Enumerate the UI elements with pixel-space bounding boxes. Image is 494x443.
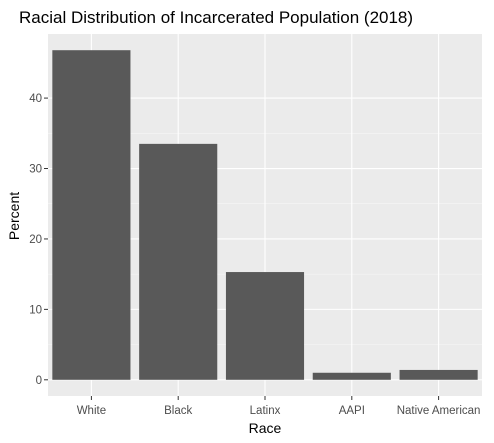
y-tick-label: 0 — [36, 375, 42, 387]
chart-title: Racial Distribution of Incarcerated Popu… — [19, 8, 413, 27]
bar-black — [139, 143, 218, 380]
y-axis: 0 10 20 30 40 — [29, 93, 48, 387]
x-tick-label: Black — [164, 405, 192, 417]
y-axis-title: Percent — [6, 192, 22, 240]
y-tick-label: 10 — [29, 304, 42, 316]
bars-group — [52, 50, 478, 380]
bar-aapi — [312, 372, 391, 380]
x-axis-title: Race — [249, 420, 282, 436]
y-tick-label: 40 — [29, 93, 42, 105]
bar-latinx — [225, 272, 305, 380]
x-tick-label: Native American — [397, 405, 481, 417]
bar-native-american — [399, 369, 478, 380]
y-tick-label: 20 — [29, 234, 42, 246]
x-axis: White Black Latinx AAPI Native American — [77, 396, 481, 417]
x-tick-label: AAPI — [339, 405, 365, 417]
y-tick-label: 30 — [29, 164, 42, 176]
bar-white — [52, 50, 131, 380]
x-tick-label: Latinx — [250, 405, 281, 417]
x-tick-label: White — [77, 405, 106, 417]
